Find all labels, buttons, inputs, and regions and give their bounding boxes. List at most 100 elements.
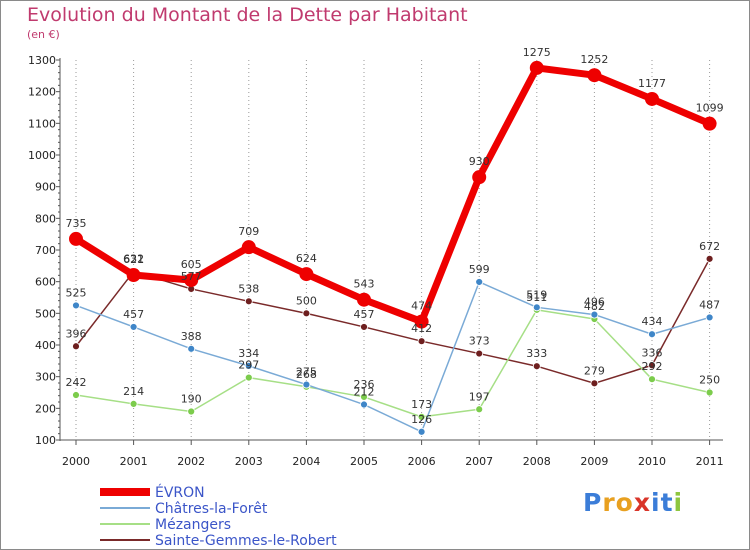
legend-label-mezangers: Mézangers [155,517,231,533]
data-label-mezangers: 482 [584,300,605,313]
data-point-sainte-gemmes-le-robert [417,337,426,346]
data-point-evron [414,314,429,329]
x-tick-label: 2004 [292,455,320,468]
data-label-chatres-la-foret: 599 [469,263,490,276]
data-label-evron: 605 [181,258,202,271]
data-point-mezangers [187,407,196,416]
data-label-chatres-la-foret: 275 [296,366,317,379]
data-point-chatres-la-foret [532,303,541,312]
data-label-sainte-gemmes-le-robert: 412 [411,322,432,335]
logo-letter: o [615,488,634,517]
chart-title: Evolution du Montant de la Dette par Hab… [27,4,468,26]
data-label-sainte-gemmes-le-robert: 336 [642,346,663,359]
data-point-mezangers [475,405,484,414]
data-label-chatres-la-foret: 126 [411,413,432,426]
data-label-sainte-gemmes-le-robert: 577 [181,270,202,283]
y-tick-label: 600 [35,276,56,289]
proxiti-logo: Proxiti [583,488,683,517]
data-point-chatres-la-foret [590,310,599,319]
x-tick-label: 2010 [638,455,666,468]
data-label-evron: 543 [354,278,375,291]
data-point-mezangers [360,393,368,401]
logo-letter: P [583,488,603,517]
data-point-mezangers [417,412,426,421]
data-label-chatres-la-foret: 457 [123,308,144,321]
x-tick-label: 2005 [350,455,378,468]
logo-letter: r [602,488,616,517]
logo-letter: i [673,488,684,517]
data-point-evron [69,231,83,246]
data-label-chatres-la-foret: 487 [699,298,720,311]
x-tick-label: 2007 [465,455,493,468]
data-point-chatres-la-foret [187,344,196,353]
data-label-mezangers: 242 [66,376,87,389]
y-tick-label: 1000 [28,149,56,162]
data-point-mezangers [129,399,138,408]
series-line-chatres-la-foret [75,281,711,433]
data-label-mezangers: 268 [296,368,317,381]
x-tick-label: 2011 [696,455,724,468]
data-point-chatres-la-foret [417,427,426,436]
data-point-chatres-la-foret [360,400,368,409]
legend: ÉVRONChâtres-la-ForêtMézangersSainte-Gem… [100,484,337,549]
legend-label-evron: ÉVRON [155,484,205,501]
data-label-evron: 930 [469,155,490,168]
y-tick-label: 1100 [28,117,56,130]
data-point-evron [645,91,659,106]
x-tick-label: 2000 [62,455,90,468]
data-point-evron [702,116,717,131]
data-point-evron [529,60,544,75]
y-axis-tick-labels: 100 200 300 400 500 600 700 800 900 1000 1100 1200 1… [28,54,56,447]
data-label-mezangers: 173 [411,398,432,411]
data-label-chatres-la-foret: 334 [238,347,259,360]
y-tick-label: 200 [35,402,56,415]
data-point-sainte-gemmes-le-robert [705,254,714,263]
data-label-sainte-gemmes-le-robert: 500 [296,294,317,307]
data-label-chatres-la-foret: 434 [642,315,663,328]
data-point-sainte-gemmes-le-robert [72,342,80,351]
data-point-chatres-la-foret [302,380,311,389]
data-point-evron [472,170,487,185]
data-point-mezangers [648,375,656,384]
series-line-sainte-gemmes-le-robert [75,258,711,385]
data-point-chatres-la-foret [72,301,80,310]
x-tick-label: 2001 [120,455,148,468]
series-line-mezangers [75,309,711,418]
data-point-mezangers [705,388,714,397]
series-lines [72,64,714,433]
x-tick-label: 2009 [580,455,608,468]
data-label-mezangers: 250 [699,374,720,387]
data-label-mezangers: 292 [642,360,663,373]
y-tick-label: 800 [35,212,56,225]
data-labels: 396 632 577 538 500 457 412 373 333 279 336 672 242 2… [66,46,724,426]
data-label-sainte-gemmes-le-robert: 396 [66,327,87,340]
y-tick-label: 100 [35,434,56,447]
y-tick-label: 1200 [28,86,56,99]
data-point-chatres-la-foret [244,361,253,370]
axes [56,58,723,445]
data-label-mezangers: 511 [526,291,547,304]
y-tick-label: 700 [35,244,56,257]
data-point-sainte-gemmes-le-robert [360,323,368,331]
data-point-sainte-gemmes-le-robert [590,379,599,388]
data-point-mezangers [244,373,253,382]
data-point-sainte-gemmes-le-robert [475,349,484,358]
data-point-sainte-gemmes-le-robert [648,361,656,370]
data-point-evron [126,268,141,283]
y-tick-label: 400 [35,339,56,352]
data-label-sainte-gemmes-le-robert: 538 [238,282,259,295]
data-point-sainte-gemmes-le-robert [532,362,541,371]
data-label-chatres-la-foret: 519 [526,288,547,301]
data-point-sainte-gemmes-le-robert [302,309,311,318]
data-label-mezangers: 297 [238,359,259,372]
data-label-chatres-la-foret: 388 [181,330,202,343]
series-line-evron [72,64,714,326]
data-point-mezangers [72,391,80,399]
data-label-evron: 1252 [580,53,608,66]
logo-letter: t [660,488,674,517]
data-label-mezangers: 197 [469,390,490,403]
y-tick-label: 1300 [28,54,56,67]
x-tick-label: 2008 [523,455,551,468]
data-label-sainte-gemmes-le-robert: 279 [584,364,605,377]
